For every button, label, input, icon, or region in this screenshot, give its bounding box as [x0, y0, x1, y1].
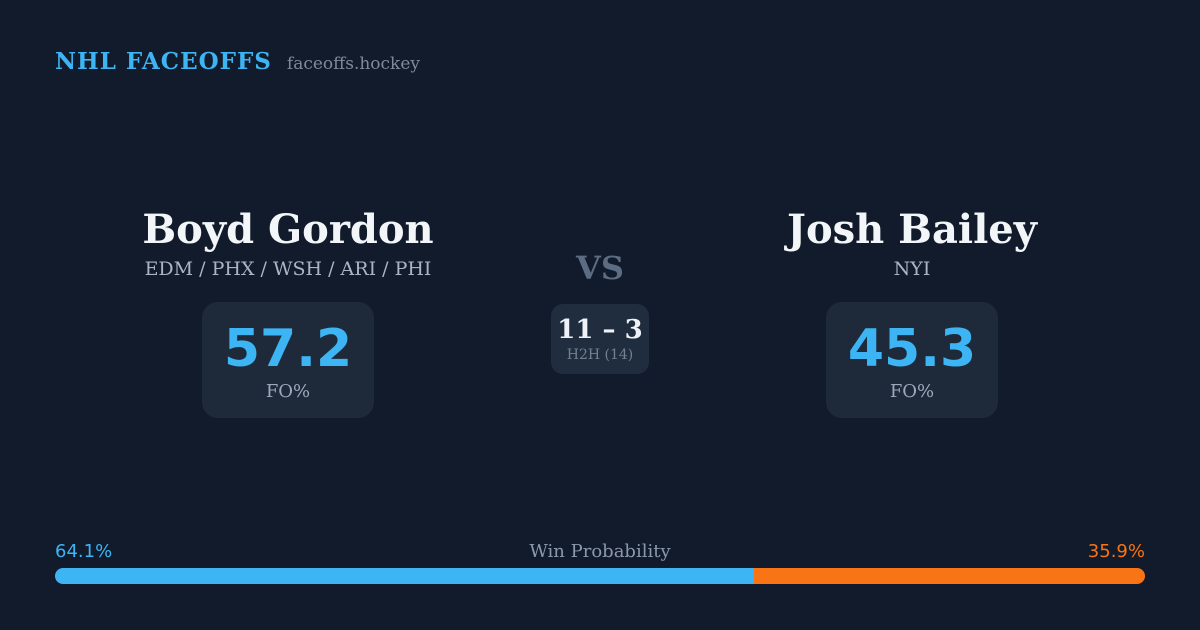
head-to-head-label: H2H (14) — [566, 346, 634, 363]
left-faceoff-pct-label: FO% — [265, 380, 311, 402]
win-probability-right-pct: 35.9% — [1087, 541, 1145, 562]
win-probability-bar-left-segment — [55, 568, 754, 584]
brand-title: NHL FACEOFFS — [55, 48, 272, 75]
right-player-name: Josh Bailey — [787, 206, 1037, 253]
head-to-head-score: 11 – 3 — [557, 314, 643, 345]
win-probability-left-pct: 64.1% — [55, 541, 113, 562]
right-player-section: Josh Bailey NYI 45.3 FO% — [742, 207, 1082, 418]
left-stat-card: 57.2 FO% — [202, 302, 374, 418]
left-player-teams: EDM / PHX / WSH / ARI / PHI — [144, 258, 432, 280]
right-stat-card: 45.3 FO% — [826, 302, 998, 418]
win-probability-bar-right-segment — [753, 568, 1145, 584]
right-faceoff-pct-label: FO% — [889, 380, 935, 402]
site-url: faceoffs.hockey — [286, 54, 421, 74]
header: NHL FACEOFFS faceoffs.hockey — [55, 48, 420, 75]
win-probability-title: Win Probability — [529, 541, 671, 562]
head-to-head-card: 11 – 3 H2H (14) — [551, 304, 649, 374]
vs-label: VS — [576, 249, 624, 287]
left-player-name: Boyd Gordon — [142, 206, 434, 253]
win-probability-labels: 64.1% Win Probability 35.9% — [55, 541, 1145, 562]
versus-section: VS 11 – 3 H2H (14) — [530, 248, 670, 374]
win-probability-bar — [55, 568, 1145, 584]
right-faceoff-pct-value: 45.3 — [847, 318, 977, 379]
right-player-teams: NYI — [893, 258, 931, 280]
left-faceoff-pct-value: 57.2 — [223, 318, 353, 379]
left-player-section: Boyd Gordon EDM / PHX / WSH / ARI / PHI … — [118, 207, 458, 418]
